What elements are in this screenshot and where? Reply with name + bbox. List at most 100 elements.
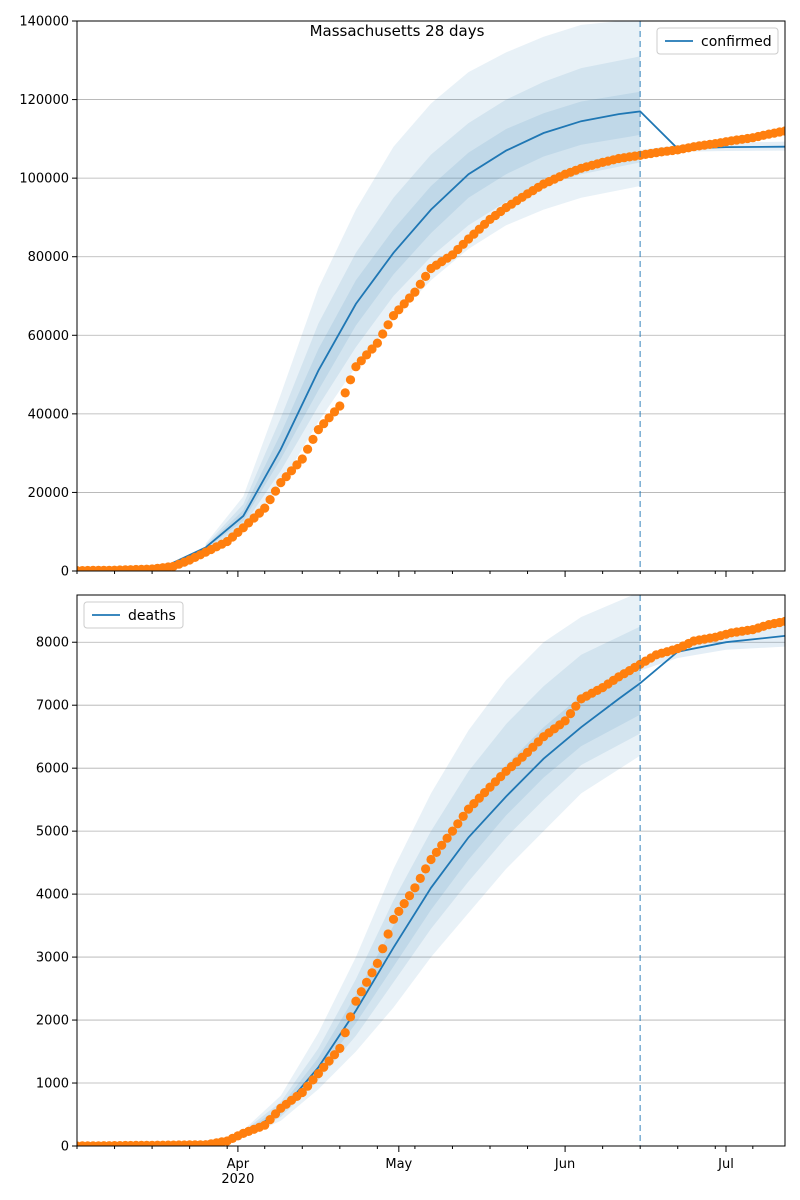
observed-point [345,1012,356,1022]
observed-point [329,1050,340,1060]
observed-point [319,1062,329,1072]
observed-point [367,344,377,354]
y-tick-label: 60000 [28,329,69,344]
observed-point [565,709,576,719]
y-tick-label: 20000 [28,486,69,501]
observed-point [362,977,372,987]
observed-point [372,338,382,348]
observed-point [335,1043,345,1053]
observed-point [378,944,388,954]
observed-point [362,350,372,360]
observed-point [303,1081,313,1091]
observed-point [415,279,425,289]
y-tick-label: 100000 [19,172,69,187]
y-tick-label: 3000 [36,951,69,966]
observed-point [780,126,785,136]
observed-point [265,495,275,505]
observed-point [297,454,307,464]
observed-point [356,987,366,997]
y-tick-label: 0 [61,565,69,580]
observed-point [356,356,366,366]
observed-point [399,299,409,309]
observed-point [292,460,302,470]
y-tick-label: 6000 [36,762,69,777]
y-tick-label: 0 [61,1140,69,1155]
y-tick-label: 80000 [28,250,69,265]
observed-point [394,906,404,917]
observed-point [415,873,425,884]
observed-point [319,419,329,429]
observed-point [404,293,415,303]
y-tick-label: 1000 [36,1077,69,1092]
observed-point [383,929,393,939]
observed-point [372,958,382,969]
observed-point [367,968,377,978]
axes-frame [76,594,786,1147]
observed-point [340,1028,350,1038]
deaths-panel: 0 1000 2000 3000 4000 5000 6000 7000 8000 Apr2020… [36,594,786,1187]
observed-point [447,826,458,836]
observed-point [303,444,313,454]
observed-point [281,472,291,482]
observed-point [329,407,340,417]
observed-point [458,811,468,822]
observed-point [324,413,334,423]
legend-label: confirmed [701,34,772,50]
observed-point [313,1069,323,1079]
observed-point [410,883,420,893]
forecast-band [640,624,785,671]
observed-point [270,486,281,496]
legend: deaths [83,601,184,629]
observed-point [351,996,361,1006]
plot-area [77,21,785,571]
observed-point [453,819,463,829]
observed-point [265,1115,275,1125]
legend-box [656,27,779,55]
observed-point [345,375,356,385]
observed-point [437,840,447,850]
observed-point [560,716,570,726]
legend-label: deaths [128,608,176,624]
observed-point [421,271,431,281]
y-tick-label: 40000 [28,407,69,422]
x-tick-label: Jul [717,1157,734,1172]
x-tick-label: Apr [227,1157,250,1172]
y-tick-label: 140000 [19,15,69,30]
observed-point [351,362,361,372]
legend: confirmed [656,27,779,55]
uncertainty-band-outer [243,595,641,1138]
forecast-band [640,141,785,157]
observed-point [394,305,404,315]
x-tick-sublabel: 2020 [221,1172,254,1187]
x-tick-label: Jun [554,1157,575,1172]
observed-point [297,1087,307,1098]
observed-point [260,503,270,513]
uncertainty-band-middle [205,56,641,551]
observed-point [378,329,388,339]
figure-title: Massachusetts 28 days [310,22,485,40]
y-tick-label: 8000 [36,636,69,651]
uncertainty-band-inner [243,667,641,1136]
observed-point [340,388,350,398]
observed-point [399,899,409,909]
y-tick-label: 2000 [36,1014,69,1029]
observed-point [404,891,415,901]
observed-point [286,466,297,476]
x-tick-label: May [385,1157,412,1172]
observed-point [388,914,399,924]
observed-point [335,401,345,411]
observed-point [313,425,323,435]
observed-point [383,320,393,330]
uncertainty-band-inner [205,91,641,549]
observed-point [571,701,581,711]
confirmed-panel: 0 20000 40000 60000 80000 100000 120000 140000 c… [19,15,786,580]
observed-point [410,287,420,297]
observed-point [276,478,286,488]
plot-area [77,595,785,1146]
uncertainty-band-middle [243,626,641,1137]
observed-point [780,616,785,626]
observed-point [421,864,431,874]
y-tick-label: 5000 [36,825,69,840]
